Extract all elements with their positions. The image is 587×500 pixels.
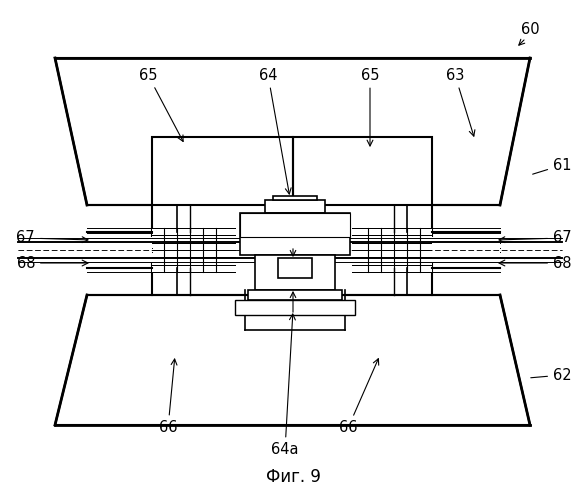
Bar: [152, 185, 293, 260]
Text: 67: 67: [16, 230, 88, 246]
Polygon shape: [293, 137, 432, 185]
Polygon shape: [152, 137, 293, 185]
Bar: [432, 237, 500, 263]
Polygon shape: [152, 260, 293, 295]
Text: 67: 67: [499, 230, 572, 246]
Bar: [240, 213, 350, 255]
Text: 68: 68: [16, 256, 88, 270]
Bar: [265, 200, 325, 213]
Bar: [152, 137, 293, 205]
Text: 66: 66: [158, 359, 177, 436]
Bar: [152, 295, 293, 315]
Text: Фиг. 9: Фиг. 9: [265, 468, 321, 486]
Bar: [273, 196, 317, 200]
Polygon shape: [432, 205, 500, 295]
Bar: [293, 185, 432, 260]
Bar: [235, 300, 355, 315]
Text: 66: 66: [339, 358, 379, 436]
Polygon shape: [87, 205, 152, 295]
Bar: [87, 237, 152, 263]
Bar: [248, 290, 342, 300]
Text: 68: 68: [499, 256, 572, 270]
Bar: [293, 137, 432, 295]
Bar: [240, 213, 350, 237]
Text: 60: 60: [521, 22, 539, 38]
Text: 64a: 64a: [271, 314, 299, 458]
Text: 64: 64: [259, 68, 291, 194]
Text: 63: 63: [446, 68, 475, 136]
Text: 61: 61: [532, 158, 572, 174]
Bar: [152, 228, 235, 272]
Bar: [352, 228, 432, 272]
Text: 62: 62: [531, 368, 572, 382]
Bar: [293, 295, 432, 315]
Bar: [278, 258, 312, 278]
Bar: [293, 137, 432, 205]
Polygon shape: [55, 58, 530, 205]
Polygon shape: [55, 295, 530, 425]
Bar: [152, 137, 293, 295]
Polygon shape: [293, 260, 432, 295]
Text: 65: 65: [139, 68, 183, 142]
Bar: [152, 295, 432, 415]
Bar: [255, 255, 335, 290]
Text: 65: 65: [361, 68, 379, 146]
